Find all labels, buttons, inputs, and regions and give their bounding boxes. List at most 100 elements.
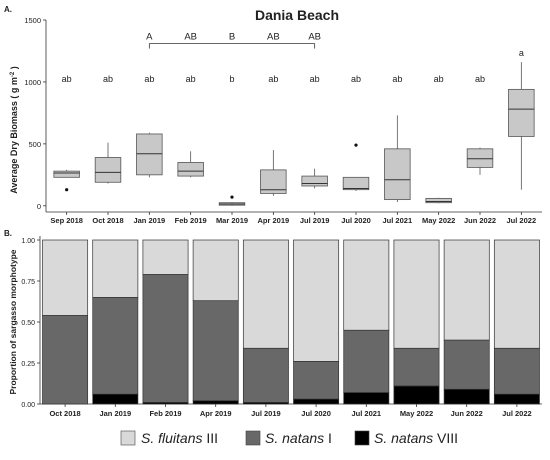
x-tick-label-jun-2022: Jun 2022 bbox=[464, 216, 496, 225]
bar-oct-2018-s.-natans-i bbox=[42, 315, 89, 405]
bar-apr-2019-s.-fluitans-iii bbox=[192, 239, 239, 302]
outlier-jul-2020-0 bbox=[354, 143, 358, 147]
bar-jul-2020-s.-natans-viii bbox=[293, 398, 340, 405]
bar-jul-2022-s.-natans-viii bbox=[493, 393, 540, 405]
panel-b-x-ticks: Oct 2018 Jan 2019 Feb 2019 Apr 2019 Jul 2019… bbox=[49, 404, 532, 418]
panel-a-y-axis-label: Average Dry Biomass ( g m-2 ) bbox=[9, 66, 19, 194]
b-x-tick-label-jul-2020: Jul 2020 bbox=[301, 409, 331, 418]
bar-feb-2019-s.-fluitans-iii bbox=[142, 239, 189, 275]
bar-jul-2019-s.-natans-i bbox=[242, 347, 289, 403]
bar-may-2022-s.-natans-i bbox=[393, 347, 440, 387]
bar-jan-2019-s.-natans-viii bbox=[92, 393, 139, 405]
b-x-tick-label-jul-2019: Jul 2019 bbox=[251, 409, 281, 418]
x-tick-label-jan-2019: Jan 2019 bbox=[133, 216, 165, 225]
box-jan-2019 bbox=[136, 133, 163, 176]
legend-swatch-fluitans-iii bbox=[120, 430, 136, 446]
bar-jun-2022-s.-fluitans-iii bbox=[443, 239, 490, 341]
bar-jul-2020-s.-natans-i bbox=[293, 361, 340, 400]
outlier-sep-2018-0 bbox=[65, 188, 69, 192]
b-y-tick-label-2: 0.50 bbox=[21, 320, 35, 327]
bar-jan-2019-s.-natans-i bbox=[92, 297, 139, 395]
b-x-tick-label-jul-2021: Jul 2021 bbox=[351, 409, 381, 418]
y-tick-label-0: 0 bbox=[37, 202, 41, 211]
b-y-tick-label-0: 0.00 bbox=[21, 402, 35, 409]
box-may-2022 bbox=[425, 197, 452, 204]
x-tick-label-sep-2018: Sep 2018 bbox=[50, 216, 83, 225]
legend-label-natans-i: S. natans I bbox=[265, 430, 332, 446]
b-x-tick-label-jul-2022: Jul 2022 bbox=[502, 409, 532, 418]
panel-a: A. Dania Beach Average Dry Biomass ( g m… bbox=[4, 5, 542, 225]
panel-a-boxes bbox=[53, 62, 535, 206]
group-letter-apr-2019: ab bbox=[268, 74, 278, 84]
x-tick-label-feb-2019: Feb 2019 bbox=[175, 216, 207, 225]
bar-may-2022-s.-natans-viii bbox=[393, 385, 440, 405]
b-x-tick-label-feb-2019: Feb 2019 bbox=[149, 409, 181, 418]
box-jul-2022 bbox=[508, 88, 535, 137]
box-jul-2020 bbox=[342, 176, 370, 191]
group-letter-oct-2018: ab bbox=[103, 74, 113, 84]
box-sep-2018 bbox=[53, 170, 80, 178]
bar-feb-2019-s.-natans-i bbox=[142, 274, 189, 403]
box-jul-2021 bbox=[384, 148, 411, 201]
bar-jul-2021-s.-natans-i bbox=[343, 329, 390, 393]
bar-apr-2019-s.-natans-i bbox=[192, 300, 239, 402]
legend-label-fluitans-iii: S. fluitans III bbox=[141, 430, 218, 446]
outlier-mar-2019-0 bbox=[230, 195, 234, 199]
b-x-tick-label-may-2022: May 2022 bbox=[400, 409, 433, 418]
b-x-tick-label-apr-2019: Apr 2019 bbox=[200, 409, 232, 418]
bracket-letter-jul-2019: AB bbox=[308, 32, 321, 43]
group-letter-feb-2019: ab bbox=[186, 74, 196, 84]
box-jul-2019 bbox=[301, 175, 328, 187]
b-y-tick-label-3: 0.75 bbox=[21, 279, 35, 286]
x-tick-label-oct-2018: Oct 2018 bbox=[92, 216, 123, 225]
panel-b-y-ticks: 0.00 0.25 0.50 0.75 1.00 bbox=[21, 238, 40, 409]
bracket-letter-feb-2019: AB bbox=[184, 32, 197, 43]
panel-a-group-letters: ab ab ab ab b ab ab ab ab ab ab a bbox=[62, 48, 524, 84]
x-tick-label-jul-2019: Jul 2019 bbox=[300, 216, 330, 225]
b-x-tick-label-oct-2018: Oct 2018 bbox=[49, 409, 80, 418]
legend-label-natans-viii: S. natans VIII bbox=[374, 430, 458, 446]
panel-a-tag: A. bbox=[4, 5, 12, 14]
bar-jul-2019-s.-fluitans-iii bbox=[242, 239, 289, 349]
bar-jul-2022-s.-fluitans-iii bbox=[493, 239, 540, 349]
y-tick-label-1500: 1500 bbox=[24, 16, 41, 25]
box-jun-2022 bbox=[466, 148, 494, 168]
group-letter-jul-2021: ab bbox=[392, 74, 402, 84]
b-x-tick-label-jun-2022: Jun 2022 bbox=[451, 409, 483, 418]
box-apr-2019 bbox=[260, 169, 287, 194]
bar-apr-2019-s.-natans-viii bbox=[192, 400, 239, 405]
x-tick-label-may-2022: May 2022 bbox=[422, 216, 455, 225]
bar-jan-2019-s.-fluitans-iii bbox=[92, 239, 139, 298]
panel-a-x-ticks: Sep 2018 Oct 2018 Jan 2019 Feb 2019 Mar 2019… bbox=[50, 212, 536, 225]
x-tick-label-jul-2021: Jul 2021 bbox=[383, 216, 413, 225]
legend-swatch-natans-i bbox=[245, 430, 261, 446]
b-x-tick-label-jan-2019: Jan 2019 bbox=[99, 409, 131, 418]
group-letter-sep-2018: ab bbox=[62, 74, 72, 84]
x-tick-label-apr-2019: Apr 2019 bbox=[257, 216, 289, 225]
bar-oct-2018-s.-fluitans-iii bbox=[42, 239, 89, 316]
panel-b-bars bbox=[42, 239, 540, 405]
panel-a-title: Dania Beach bbox=[255, 7, 339, 23]
panel-a-y-ticks: 0 500 1000 1500 bbox=[24, 16, 46, 211]
group-letter-mar-2019: b bbox=[229, 74, 234, 84]
bar-may-2022-s.-fluitans-iii bbox=[393, 239, 440, 349]
x-tick-label-jul-2020: Jul 2020 bbox=[341, 216, 371, 225]
b-y-tick-label-1: 0.25 bbox=[21, 361, 35, 368]
group-letter-jul-2019: ab bbox=[310, 74, 320, 84]
y-tick-label-1000: 1000 bbox=[24, 78, 41, 87]
bracket-letter-apr-2019: AB bbox=[267, 32, 280, 43]
bar-jun-2022-s.-natans-viii bbox=[443, 388, 490, 405]
box-oct-2018 bbox=[94, 157, 122, 183]
group-letter-jul-2020: ab bbox=[351, 74, 361, 84]
panel-b: B. Proportion of sargasso morphotype 0.0… bbox=[4, 229, 542, 418]
group-letter-may-2022: ab bbox=[434, 74, 444, 84]
group-letter-jul-2022: a bbox=[519, 48, 524, 58]
x-tick-label-mar-2019: Mar 2019 bbox=[216, 216, 248, 225]
group-letter-jun-2022: ab bbox=[475, 74, 485, 84]
panel-b-y-axis-label: Proportion of sargasso morphotype bbox=[8, 249, 18, 394]
bar-jul-2020-s.-fluitans-iii bbox=[293, 239, 340, 362]
y-tick-label-500: 500 bbox=[28, 140, 41, 149]
panel-b-tag: B. bbox=[4, 229, 12, 238]
b-y-tick-label-4: 1.00 bbox=[21, 238, 35, 245]
